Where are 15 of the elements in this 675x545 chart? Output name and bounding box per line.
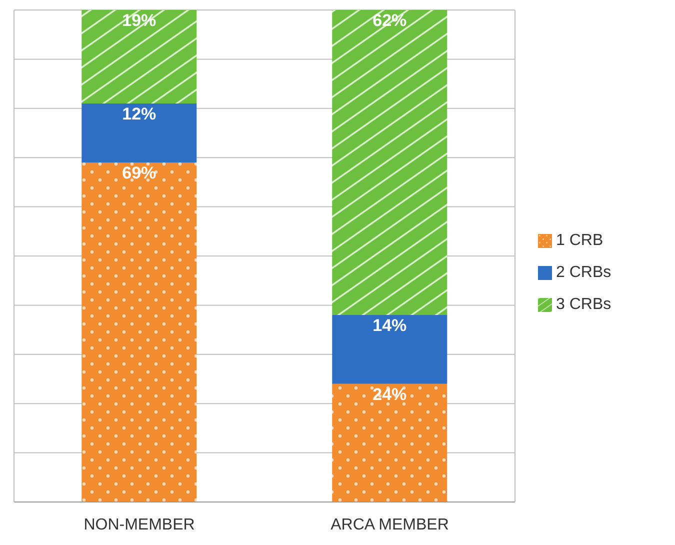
data-label: 69% — [122, 164, 156, 183]
bar — [332, 384, 448, 502]
bar — [82, 10, 197, 104]
bar — [82, 162, 197, 502]
x-tick-label: ARCA MEMBER — [330, 516, 449, 534]
data-label: 12% — [122, 104, 156, 124]
legend-label: 1 CRB — [556, 232, 604, 249]
bar — [82, 103, 197, 163]
bar — [332, 10, 448, 316]
legend-label: 2 CRBs — [556, 264, 612, 281]
data-label: 14% — [372, 316, 407, 336]
bar — [332, 315, 448, 384]
legend-label: 3 CRBs — [556, 296, 612, 313]
data-label: 24% — [372, 384, 407, 404]
x-tick-label: NON-MEMBER — [84, 516, 195, 534]
